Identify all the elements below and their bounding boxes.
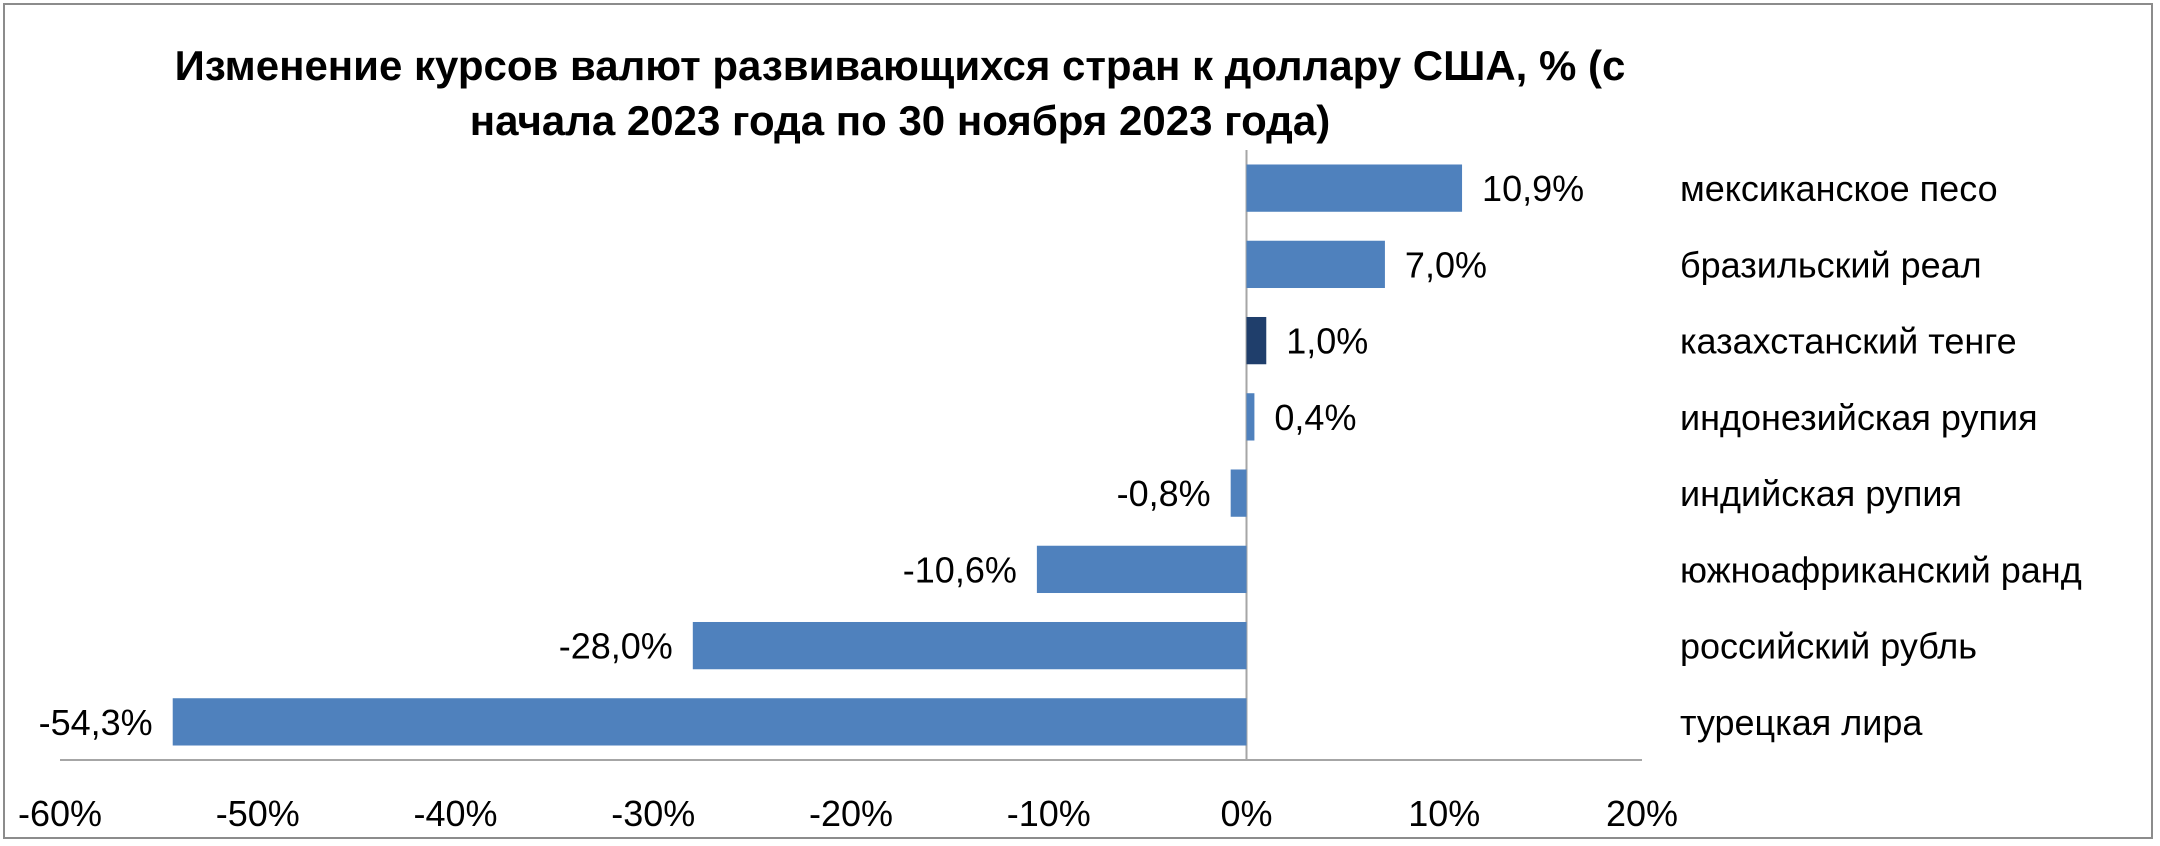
category-label: мексиканское песо: [1680, 168, 1998, 209]
data-label: -10,6%: [903, 549, 1017, 590]
chart-title-line-1: Изменение курсов валют развивающихся стр…: [174, 42, 1626, 89]
bar: [1230, 469, 1247, 517]
chart-title-line-2: начала 2023 года по 30 ноября 2023 года): [469, 97, 1331, 144]
data-label: -54,3%: [39, 702, 153, 743]
category-label: индонезийская рупия: [1680, 397, 2038, 438]
bar: [1246, 393, 1255, 441]
chart-title: Изменение курсов валют развивающихся стр…: [0, 38, 1800, 148]
bar: [1246, 316, 1267, 365]
x-tick-label: 10%: [1408, 793, 1480, 834]
x-tick-label: -60%: [18, 793, 102, 834]
bar: [1246, 164, 1463, 212]
category-label: российский рубль: [1680, 626, 1977, 667]
x-tick-label: -20%: [809, 793, 893, 834]
category-label: бразильский реал: [1680, 244, 1982, 285]
data-label: 10,9%: [1482, 168, 1584, 209]
x-tick-label: -30%: [611, 793, 695, 834]
category-label: индийская рупия: [1680, 473, 1962, 514]
data-label: 1,0%: [1286, 321, 1368, 362]
x-tick-label: -40%: [413, 793, 497, 834]
bar: [172, 698, 1247, 746]
x-tick-label: -50%: [216, 793, 300, 834]
category-label: южноафриканский ранд: [1680, 549, 2082, 590]
category-label: турецкая лира: [1680, 702, 1923, 743]
bar: [1036, 545, 1247, 594]
bar: [692, 621, 1247, 670]
bar: [1246, 240, 1385, 289]
data-label: 7,0%: [1405, 244, 1487, 285]
data-label: -0,8%: [1117, 473, 1211, 514]
data-label: 0,4%: [1274, 397, 1356, 438]
x-tick-label: 20%: [1606, 793, 1678, 834]
x-tick-label: -10%: [1007, 793, 1091, 834]
data-label: -28,0%: [559, 626, 673, 667]
x-tick-label: 0%: [1220, 793, 1272, 834]
category-label: казахстанский тенге: [1680, 321, 2017, 362]
